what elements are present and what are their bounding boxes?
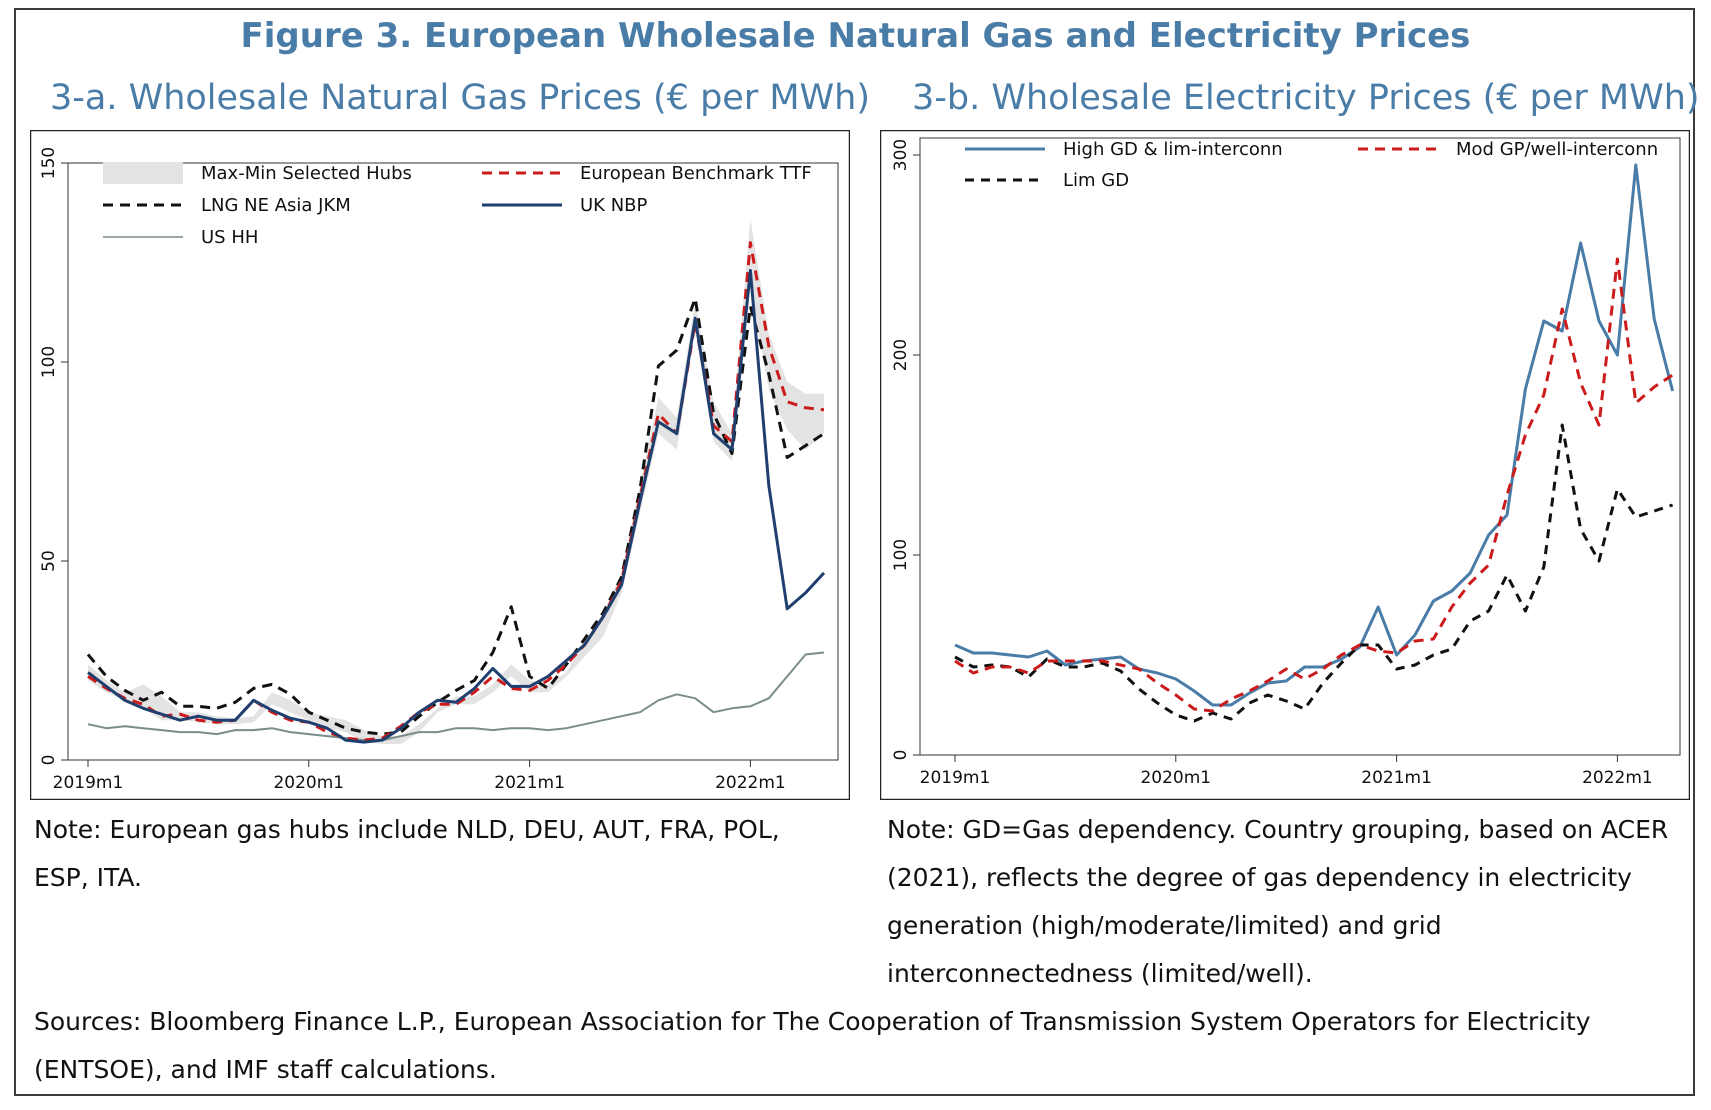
legend-label: European Benchmark TTF [580, 163, 812, 184]
figure-title: Figure 3. European Wholesale Natural Gas… [240, 16, 1471, 56]
x-tick-label: 2022m1 [715, 773, 786, 793]
chart-frame [880, 130, 1690, 800]
legend-label: LNG NE Asia JKM [201, 195, 351, 216]
x-tick-label: 2022m1 [1582, 768, 1653, 788]
chart-b-title: 3-b. Wholesale Electricity Prices (€ per… [912, 78, 1700, 118]
y-tick-label: 200 [891, 339, 911, 371]
plot-area [67, 162, 839, 761]
series-line-us-hh [87, 651, 825, 742]
y-tick-label: 50 [39, 550, 59, 572]
series-line-lng-ne-asia-jkm [86, 296, 825, 736]
x-tick-label: 2020m1 [1140, 768, 1211, 788]
legend-label: Lim GD [1063, 170, 1129, 191]
legend-swatch [103, 162, 183, 184]
series-line-mod-gp-well-interconn [954, 257, 1674, 713]
legend-label: Max-Min Selected Hubs [201, 163, 412, 184]
y-tick-label: 100 [39, 346, 59, 378]
series-line-uk-nbp [87, 269, 826, 744]
x-tick-label: 2021m1 [1361, 768, 1432, 788]
legend-label: High GD & lim-interconn [1063, 139, 1283, 160]
y-tick-label: 100 [891, 539, 911, 571]
legend-label: UK NBP [580, 195, 648, 216]
series-line-lim-gd [954, 423, 1674, 723]
chart-a-title: 3-a. Wholesale Natural Gas Prices (€ per… [50, 78, 870, 118]
legend-label: Mod GP/well-interconn [1456, 139, 1658, 160]
y-tick-label: 150 [39, 147, 59, 179]
x-tick-label: 2021m1 [494, 773, 565, 793]
electricity-price-chart: 0 100 200 300 2019m1 2020m1 2021m1 2022m1 High G… [880, 130, 1690, 800]
sources-note: Sources: Bloomberg Finance L.P., Europea… [34, 1007, 1591, 1084]
legend-label: US HH [201, 227, 258, 248]
gas-price-chart: 0 50 100 150 2019m1 2020m1 2021m1 2022m1 Max-Min… [30, 130, 850, 800]
y-tick-label: 300 [891, 139, 911, 171]
figure-frame [14, 8, 1695, 1096]
note-electricity: Note: GD=Gas dependency. Country groupin… [887, 815, 1669, 988]
y-tick-label: 0 [39, 755, 59, 766]
series-line-high-gd-lim-interconn [954, 163, 1675, 707]
x-tick-label: 2020m1 [273, 773, 344, 793]
x-tick-label: 2019m1 [53, 773, 124, 793]
y-tick-label: 0 [891, 750, 911, 761]
note-gas: Note: European gas hubs include NLD, DEU… [34, 815, 780, 892]
x-tick-label: 2019m1 [920, 768, 991, 788]
plot-area [919, 137, 1681, 756]
chart-frame [30, 130, 850, 800]
